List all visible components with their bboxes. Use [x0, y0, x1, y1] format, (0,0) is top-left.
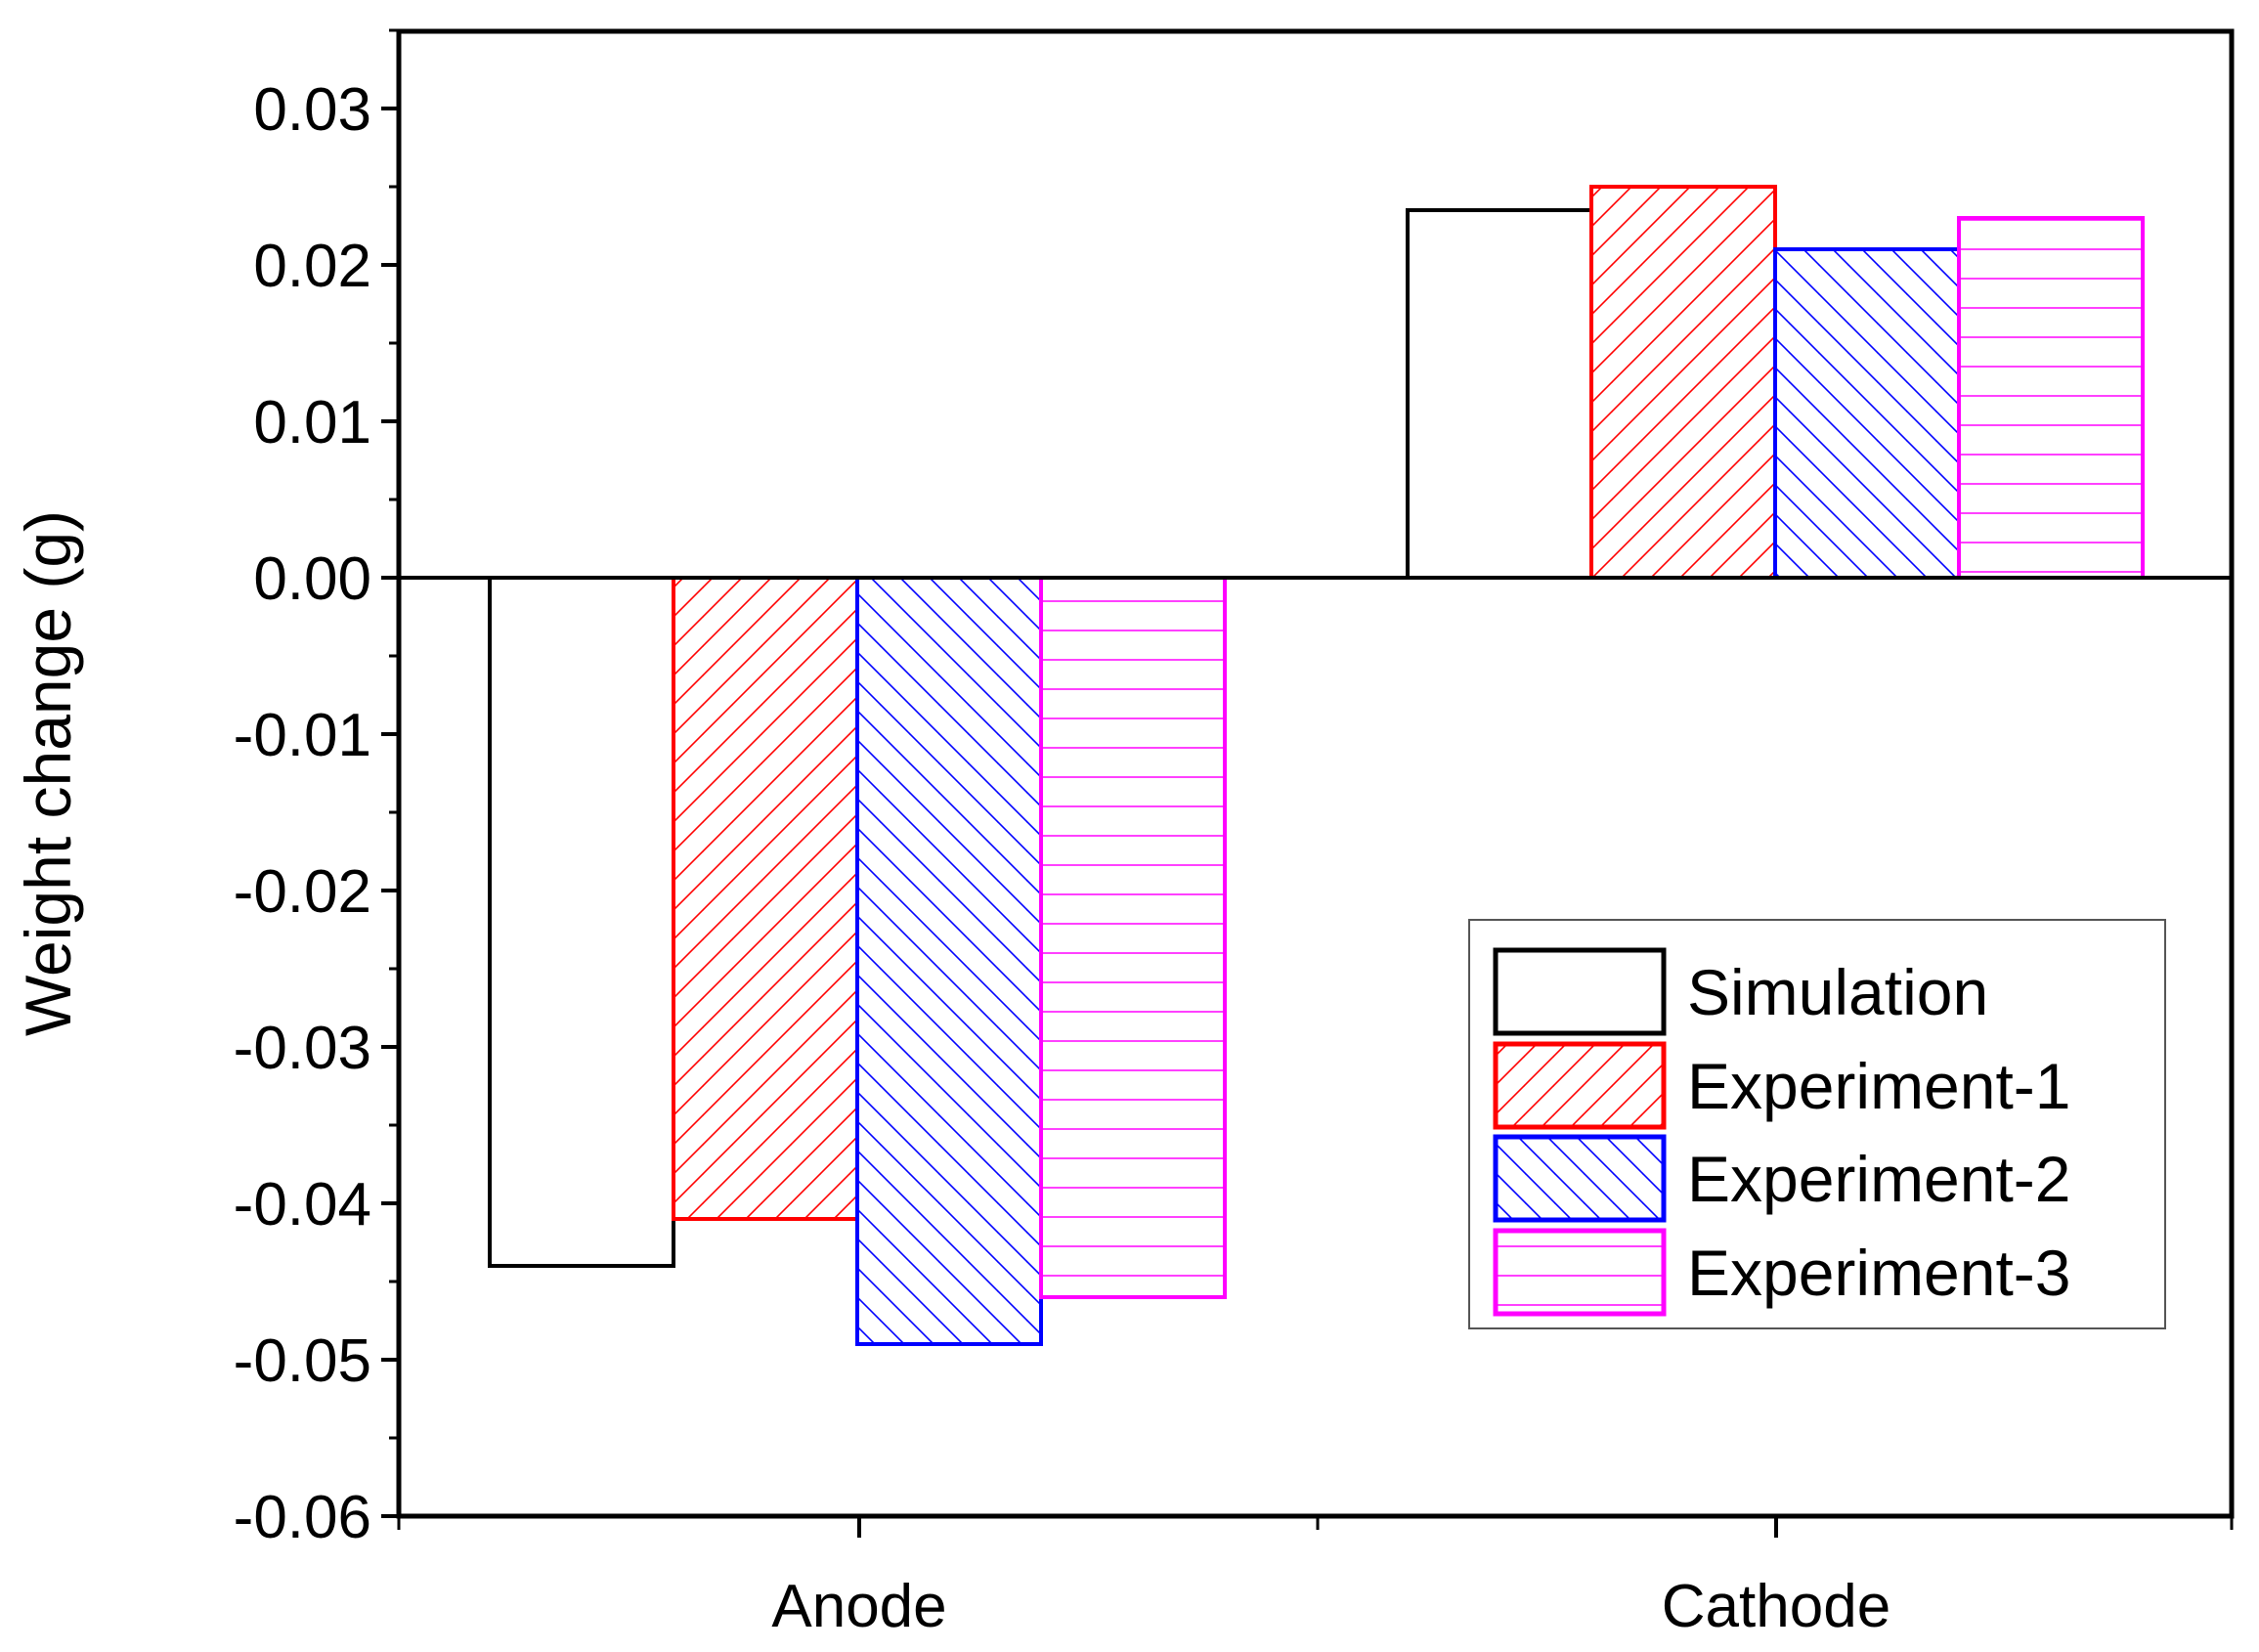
y-tick-label: 0.03	[253, 76, 371, 144]
y-tick-label: 0.02	[253, 233, 371, 300]
legend-swatch-experiment-3	[1493, 1228, 1667, 1317]
bar-experiment-1-cathode	[1589, 185, 1777, 580]
legend-swatch-experiment-2	[1493, 1134, 1667, 1223]
legend: Simulation Experiment-1 Experiment-2 Experi…	[1468, 919, 2166, 1329]
y-tick-label: 0.00	[253, 545, 371, 613]
bar-experiment-2-anode	[855, 576, 1043, 1346]
bar-experiment-2-cathode	[1773, 247, 1961, 580]
plot-frame	[396, 28, 2235, 1519]
bar-experiment-1-anode	[672, 576, 859, 1221]
x-axis-ticks: Anode Cathode	[397, 1516, 2234, 1640]
y-tick-label: -0.04	[234, 1171, 371, 1239]
bar-experiment-3-cathode	[1957, 216, 2145, 580]
bars-layer	[488, 185, 2145, 1346]
bar-simulation-anode	[488, 576, 675, 1268]
x-tick-label-cathode: Cathode	[1662, 1573, 1890, 1640]
x-tick-label-anode: Anode	[771, 1573, 946, 1640]
legend-swatch-simulation	[1493, 947, 1667, 1036]
y-axis-ticks: 0.03 0.02 0.01 0.00 -0.01 -0.02 -0.03 -0.04 -0.0…	[234, 28, 399, 1551]
y-tick-label: -0.05	[234, 1327, 371, 1395]
y-tick-label: -0.03	[234, 1015, 371, 1082]
y-tick-label: -0.06	[234, 1484, 371, 1551]
bar-experiment-3-anode	[1039, 576, 1227, 1299]
legend-swatch-experiment-1	[1493, 1041, 1667, 1130]
y-tick-label: -0.02	[234, 858, 371, 926]
legend-label-experiment-1: Experiment-1	[1687, 1050, 2071, 1122]
bar-simulation-cathode	[1406, 208, 1593, 580]
legend-label-simulation: Simulation	[1687, 956, 1988, 1028]
legend-label-experiment-2: Experiment-2	[1687, 1143, 2071, 1215]
y-axis-title: Weight change (g)	[12, 510, 84, 1036]
y-tick-label: 0.01	[253, 389, 371, 456]
legend-label-experiment-3: Experiment-3	[1687, 1237, 2071, 1309]
y-tick-label: -0.01	[234, 702, 371, 769]
